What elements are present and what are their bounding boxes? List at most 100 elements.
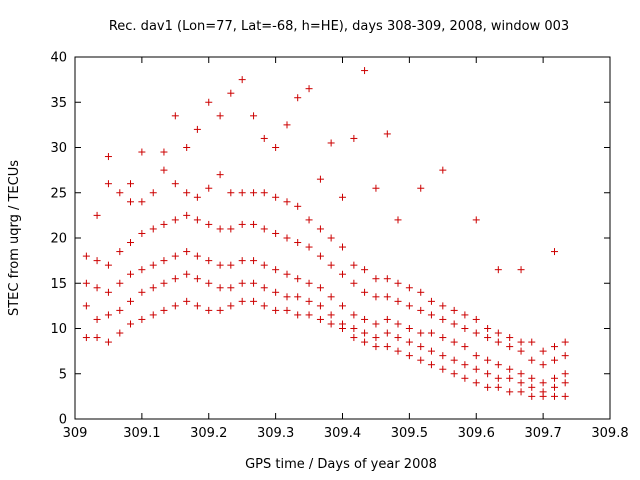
data-point xyxy=(305,311,313,319)
data-point xyxy=(183,144,191,151)
data-point xyxy=(383,293,391,301)
data-point xyxy=(417,306,425,314)
data-point xyxy=(193,216,201,224)
data-point xyxy=(383,343,391,351)
plot-frame xyxy=(74,56,611,420)
data-point xyxy=(93,211,101,219)
data-point xyxy=(494,266,502,274)
data-point xyxy=(383,315,391,323)
data-point xyxy=(316,175,324,183)
data-point xyxy=(216,225,224,233)
data-point xyxy=(116,279,124,287)
data-point xyxy=(149,189,157,197)
data-point xyxy=(372,275,380,283)
data-point xyxy=(193,193,201,201)
data-point xyxy=(272,288,280,296)
data-point xyxy=(417,184,425,192)
data-point xyxy=(550,356,558,364)
data-point xyxy=(183,297,191,305)
data-point xyxy=(238,76,246,84)
data-point xyxy=(138,229,146,237)
data-point xyxy=(260,225,268,233)
data-point xyxy=(372,320,380,328)
data-point xyxy=(127,270,135,278)
data-point xyxy=(394,279,402,287)
data-point xyxy=(138,198,146,206)
data-point xyxy=(327,234,335,242)
data-point xyxy=(383,329,391,337)
data-point xyxy=(116,248,124,256)
data-point xyxy=(506,343,514,351)
chart-title: Rec. dav1 (Lon=77, Lat=-68, h=HE), days … xyxy=(109,19,569,34)
data-point xyxy=(450,306,458,314)
data-points xyxy=(82,67,569,400)
data-point xyxy=(383,130,391,138)
data-point xyxy=(205,184,213,192)
data-point xyxy=(294,293,302,301)
data-point xyxy=(171,216,179,224)
y-axis-label: STEC from uqrg / TECUs xyxy=(7,160,22,316)
data-point xyxy=(394,334,402,342)
x-tick-label: 309.8 xyxy=(591,426,628,441)
x-axis-label: GPS time / Days of year 2008 xyxy=(245,457,437,472)
data-point xyxy=(193,275,201,283)
data-point xyxy=(361,329,369,337)
data-point xyxy=(405,302,413,310)
data-point xyxy=(394,297,402,305)
data-point xyxy=(216,112,224,120)
data-point xyxy=(461,311,469,319)
y-tick-label: 15 xyxy=(50,277,67,292)
data-point xyxy=(517,347,525,355)
data-point xyxy=(171,302,179,310)
data-point xyxy=(506,365,514,373)
data-point xyxy=(104,311,112,319)
data-point xyxy=(494,361,502,369)
data-point xyxy=(327,320,335,328)
data-point xyxy=(138,288,146,296)
data-point xyxy=(472,379,480,387)
data-point xyxy=(394,320,402,328)
data-point xyxy=(250,220,258,228)
data-point xyxy=(361,266,369,274)
data-point xyxy=(260,284,268,292)
data-point xyxy=(339,270,346,278)
data-point xyxy=(528,338,536,346)
data-point xyxy=(238,297,246,305)
data-point xyxy=(461,325,469,332)
data-point xyxy=(272,306,280,314)
data-point xyxy=(93,257,101,265)
y-tick-label: 20 xyxy=(50,232,67,247)
data-point xyxy=(561,370,569,378)
data-point xyxy=(183,189,191,197)
data-point xyxy=(439,365,447,373)
data-point xyxy=(283,270,291,278)
data-point xyxy=(427,329,435,337)
data-point xyxy=(283,293,291,301)
data-point xyxy=(316,252,324,260)
data-point xyxy=(283,234,291,242)
data-point xyxy=(294,275,302,283)
data-point xyxy=(450,320,458,328)
x-tick-label: 309.1 xyxy=(123,426,160,441)
data-point xyxy=(450,338,458,346)
data-point xyxy=(250,297,258,305)
data-point xyxy=(372,343,380,351)
data-point xyxy=(160,257,168,265)
data-point xyxy=(461,374,469,382)
data-point xyxy=(305,243,313,251)
data-point xyxy=(461,343,469,351)
data-point xyxy=(116,306,124,314)
data-point xyxy=(472,315,480,323)
data-point xyxy=(250,189,258,197)
data-point xyxy=(339,243,346,251)
data-point xyxy=(272,229,280,237)
data-point xyxy=(394,347,402,355)
data-point xyxy=(383,275,391,283)
data-point xyxy=(316,284,324,292)
data-point xyxy=(372,184,380,192)
data-point xyxy=(550,383,558,391)
data-point xyxy=(283,121,291,129)
data-point xyxy=(171,180,179,188)
data-point xyxy=(149,284,157,292)
